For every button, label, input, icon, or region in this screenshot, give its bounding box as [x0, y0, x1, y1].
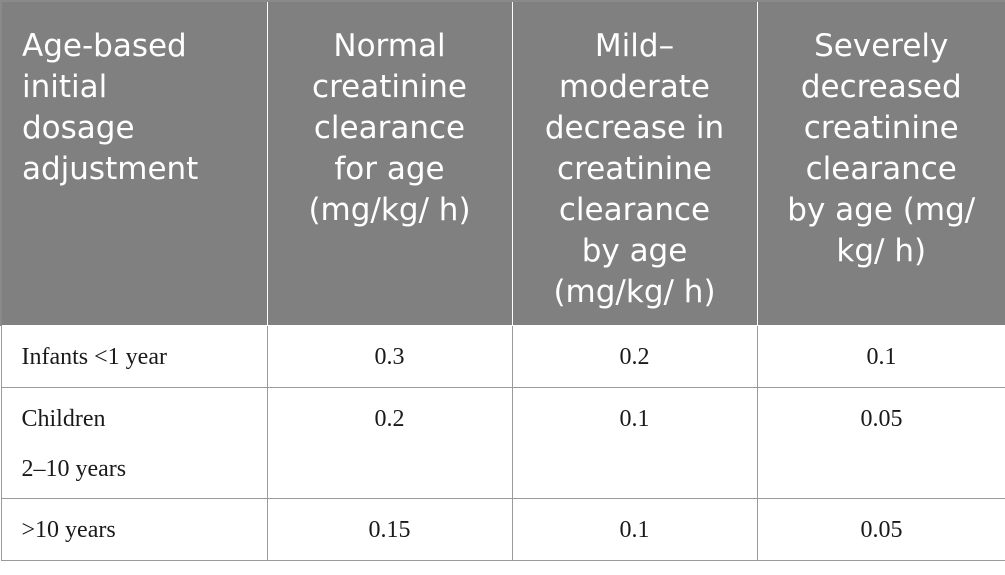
dosage-table: Age-based initial dosage adjustment Norm…	[0, 0, 1005, 561]
table-header-row: Age-based initial dosage adjustment Norm…	[0, 0, 1005, 326]
row-label: >10 years	[0, 498, 268, 561]
cell-mild-moderate: 0.1	[511, 387, 758, 499]
cell-normal: 0.2	[266, 387, 513, 499]
header-severe-decrease: Severely decreased creatinine clearance …	[756, 0, 1005, 326]
cell-normal: 0.3	[266, 325, 513, 388]
header-age-adjustment: Age-based initial dosage adjustment	[0, 0, 268, 326]
cell-severe: 0.1	[756, 325, 1005, 388]
cell-normal: 0.15	[266, 498, 513, 561]
table-row: Infants <1 year 0.3 0.2 0.1	[0, 325, 1005, 388]
cell-mild-moderate: 0.1	[511, 498, 758, 561]
cell-severe: 0.05	[756, 387, 1005, 499]
cell-mild-moderate: 0.2	[511, 325, 758, 388]
table-row: Children 2–10 years 0.2 0.1 0.05	[0, 387, 1005, 499]
row-label: Children 2–10 years	[0, 387, 268, 499]
table-row: >10 years 0.15 0.1 0.05	[0, 498, 1005, 561]
header-mild-moderate-decrease: Mild– moderate decrease in creatinine cl…	[511, 0, 758, 326]
cell-severe: 0.05	[756, 498, 1005, 561]
header-normal-clearance: Normal creatinine clearance for age (mg/…	[266, 0, 513, 326]
dosage-table-container: Age-based initial dosage adjustment Norm…	[0, 0, 1005, 561]
row-label: Infants <1 year	[0, 325, 268, 388]
